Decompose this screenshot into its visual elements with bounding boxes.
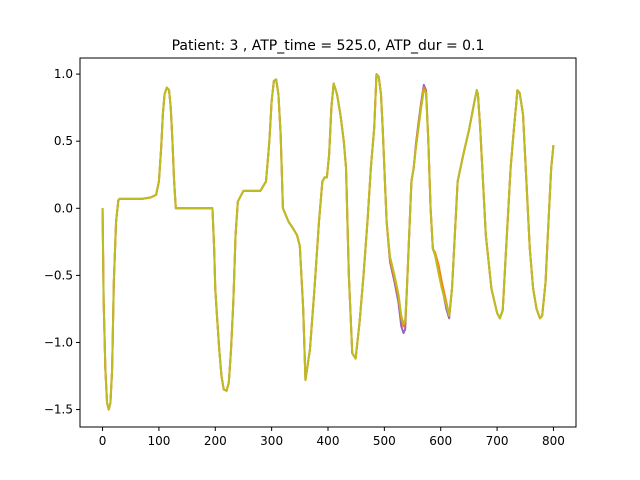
x-tick-label: 800 <box>542 434 565 448</box>
y-tick-label: 0.0 <box>54 201 73 215</box>
y-tick-label: 0.5 <box>54 134 73 148</box>
y-tick-label: −1.5 <box>44 403 73 417</box>
plot-frame <box>79 57 577 428</box>
x-tick-label: 100 <box>147 434 170 448</box>
y-tick-label: −0.5 <box>44 268 73 282</box>
x-axis: 0 100 200 300 400 500 600 700 800 <box>99 427 565 448</box>
x-tick-label: 500 <box>373 434 396 448</box>
plot-area <box>101 73 555 411</box>
series-line-3 <box>101 73 555 411</box>
y-tick-label: −1.0 <box>44 335 73 349</box>
y-axis: 1.0 0.5 0.0 −0.5 −1.0 −1.5 <box>44 67 80 417</box>
x-tick-label: 200 <box>204 434 227 448</box>
y-tick-label: 1.0 <box>54 67 73 81</box>
x-tick-label: 700 <box>486 434 509 448</box>
x-tick-label: 300 <box>260 434 283 448</box>
x-tick-label: 400 <box>317 434 340 448</box>
x-tick-label: 0 <box>99 434 107 448</box>
x-tick-label: 600 <box>429 434 452 448</box>
chart-title: Patient: 3 , ATP_time = 525.0, ATP_dur =… <box>172 38 485 54</box>
